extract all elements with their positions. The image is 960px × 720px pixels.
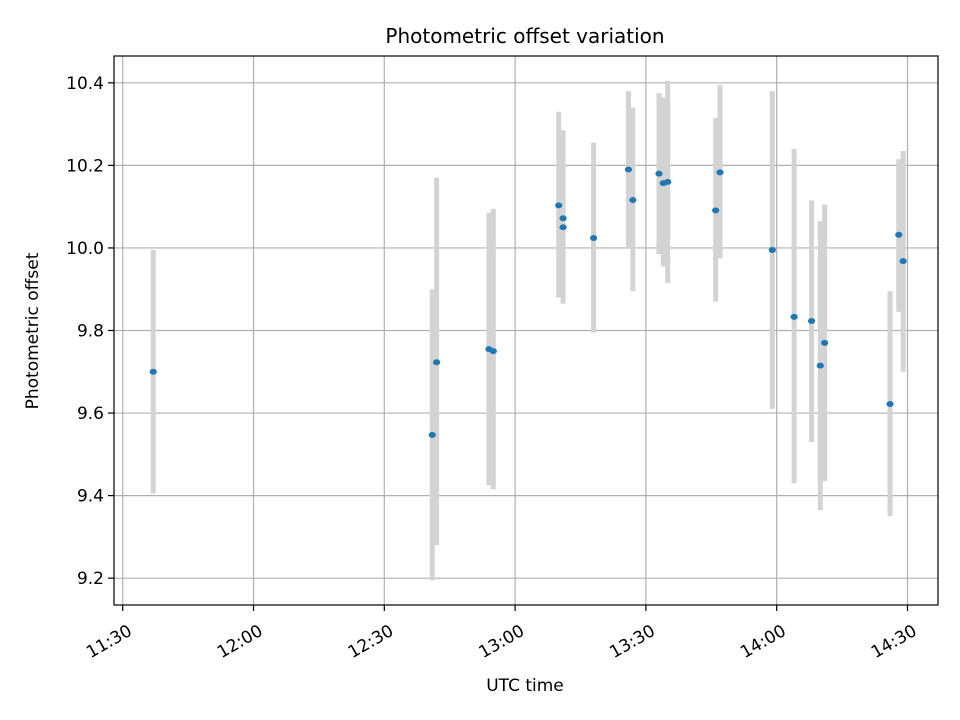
- data-point: [899, 258, 907, 265]
- y-tick-label: 10.2: [66, 156, 104, 176]
- y-tick-label: 9.4: [77, 487, 104, 507]
- y-tick-label: 9.2: [77, 569, 104, 589]
- x-tick-label: 12:00: [214, 621, 266, 663]
- data-point: [886, 400, 894, 407]
- x-tick-label: 13:30: [606, 621, 658, 663]
- data-point: [807, 318, 816, 325]
- data-point: [629, 197, 637, 204]
- data-point: [428, 431, 436, 438]
- chart-title: Photometric offset variation: [385, 24, 664, 48]
- data-point: [895, 231, 903, 238]
- data-point: [433, 359, 441, 366]
- x-tick-label: 13:00: [476, 621, 528, 663]
- x-tick-label: 11:30: [83, 621, 135, 663]
- x-tick-label: 12:30: [345, 621, 397, 663]
- data-point: [624, 166, 633, 173]
- y-tick-label: 9.6: [77, 404, 104, 424]
- x-tick-label: 14:00: [737, 621, 789, 663]
- data-point: [149, 368, 157, 375]
- data-point: [712, 207, 720, 214]
- data-point: [655, 170, 663, 177]
- data-point: [589, 235, 598, 242]
- grid: [114, 56, 938, 605]
- data-point: [790, 313, 798, 320]
- data-point: [555, 202, 563, 209]
- y-tick-label: 10.0: [66, 239, 104, 259]
- data-point: [559, 215, 567, 222]
- data-point: [664, 178, 672, 185]
- data-point: [559, 224, 567, 231]
- x-tick-label: 14:30: [868, 621, 920, 663]
- data-point: [768, 247, 776, 254]
- data-point: [816, 362, 824, 369]
- y-tick-label: 9.8: [77, 322, 104, 342]
- x-axis-label: UTC time: [486, 676, 564, 696]
- y-tick-label: 10.4: [66, 74, 104, 94]
- data-point: [821, 339, 829, 346]
- data-points: [149, 166, 907, 438]
- data-point: [489, 348, 497, 355]
- data-point: [716, 169, 724, 176]
- y-axis-label: Photometric offset: [23, 252, 43, 409]
